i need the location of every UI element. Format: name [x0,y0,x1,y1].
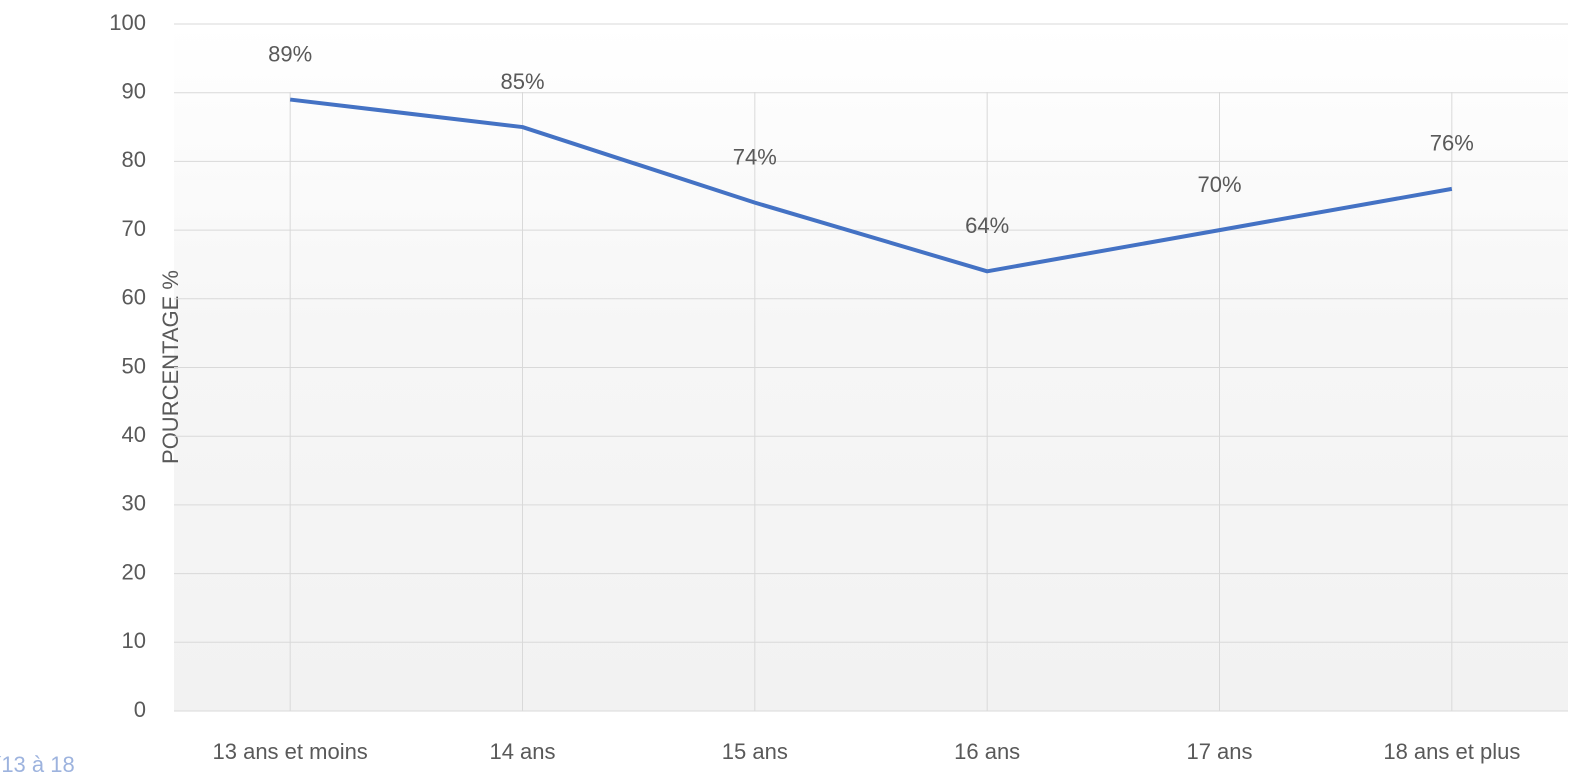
x-tick-label: 18 ans et plus [1383,739,1520,764]
y-tick-label: 70 [122,216,146,241]
line [289,97,1453,274]
y-tick-label: 80 [122,147,146,172]
x-tick-label: 16 ans [954,739,1020,764]
data-label: 64% [965,213,1009,238]
data-label: 89% [268,41,312,66]
x-tick-label: 13 ans et moins [213,739,368,764]
y-tick-label: 10 [122,628,146,653]
y-tick-label: 40 [122,422,146,447]
y-tick-label: 50 [122,353,146,378]
x-tick-label: 17 ans [1186,739,1252,764]
y-tick-label: 100 [109,10,146,35]
footnote: (13 à 18 [0,752,75,774]
y-tick-label: 30 [122,491,146,516]
data-label: 74% [733,144,777,169]
y-tick-label: 60 [122,285,146,310]
data-label: 76% [1430,131,1474,156]
data-label: 70% [1197,172,1241,197]
y-tick-label: 0 [134,697,146,722]
data-label: 85% [500,69,544,94]
y-tick-label: 90 [122,79,146,104]
y-tick-label: 20 [122,559,146,584]
x-tick-label: 14 ans [489,739,555,764]
x-tick-label: 15 ans [722,739,788,764]
